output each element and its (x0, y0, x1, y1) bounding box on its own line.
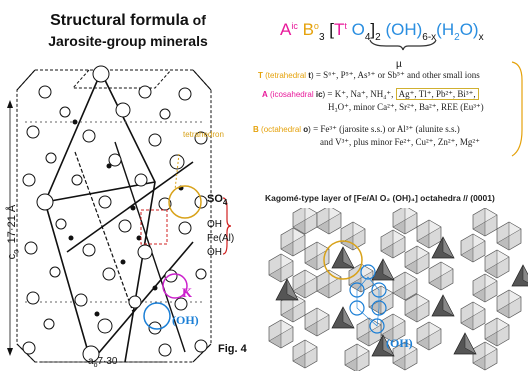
c-axis-value: 17·21 Å (6, 204, 19, 244)
formula-h2o-close: O) (459, 20, 479, 39)
site-a-values-line2: H₃O⁺, minor Ca²⁺, Sr²⁺, Ba²⁺, REE (Eu³⁺) (328, 102, 484, 112)
formula-t-site: T (333, 20, 345, 39)
a-axis-symbol: a (88, 356, 94, 367)
site-b-sym: o (303, 125, 309, 134)
crystal-structure-drawing (7, 65, 232, 363)
site-b-name: octahedral (263, 125, 302, 134)
so4-sub: 4 (222, 198, 228, 208)
formula-h2o-sub: 2 (454, 32, 460, 43)
general-formula: Aic Bo3 [Tt O4]2 (OH)6-x(H2O)x (280, 20, 484, 43)
c-axis-symbol: c (6, 253, 19, 260)
site-b-key: B (253, 125, 259, 134)
site-t-sym: t (308, 71, 311, 80)
formula-x-sub: x (478, 32, 484, 43)
so4-label: SO4 (207, 193, 227, 207)
formula-t-sup: t (344, 21, 347, 31)
site-b-values: = Fe³⁺ (jarosite s.s.) or Al³⁺ (alunite … (313, 124, 460, 134)
c-axis-label: co 17·21 Å (6, 205, 20, 260)
oh-upper-label: OH (207, 219, 222, 230)
crystal-oh-label: (OH) (172, 313, 199, 327)
title-line1-main: Structural formula (50, 12, 189, 29)
right-bracket (511, 61, 523, 157)
title-line2: Jarosite-group minerals (48, 33, 208, 49)
figure-label: Fig. 4 (218, 343, 247, 355)
feal-label: Fe(Al) (207, 233, 235, 244)
formula-h2o-open: (H (436, 20, 455, 39)
tetrahedron-label: tetrahedron (183, 130, 224, 139)
formula-a-sup: ic (291, 21, 298, 31)
a-axis-sub: o (93, 362, 98, 369)
c-axis-sub: o (11, 249, 21, 254)
formula-close-bracket: ] (370, 20, 376, 39)
title-line1-of: of (188, 12, 206, 28)
formula-o4-sub: 4 (364, 32, 371, 43)
formula-underbrace (369, 39, 437, 51)
site-a-values: = K⁺, Na⁺, NH₄⁺, (327, 89, 394, 99)
formula-open-bracket: [ (329, 20, 334, 39)
kagome-oh-label: (OH) (386, 336, 413, 350)
formula-b-sup: o (313, 21, 319, 31)
a-axis-value: 7·30 (97, 356, 118, 367)
a-axis-label: ao7·30 (88, 356, 117, 369)
so4-text: SO (207, 193, 223, 205)
site-a-key: A (262, 90, 268, 99)
formula-o4: O (351, 20, 365, 39)
site-a-boxed-values: Ag⁺, Tl⁺, Pb²⁺, Bi³⁺, (395, 88, 479, 100)
site-t-name: tetrahedral (267, 71, 307, 80)
site-a-name: icosahedral (272, 90, 314, 99)
formula-b-sub: 3 (318, 32, 325, 43)
oh-lower-label: OH (207, 247, 222, 258)
site-t-values: = S⁶⁺, P⁵⁺, As⁵⁺ or Sb⁵⁺ and other small… (315, 70, 480, 80)
formula-mu: µ (396, 46, 402, 70)
site-t-line: T (tetrahedral t) = S⁶⁺, P⁵⁺, As⁵⁺ or Sb… (258, 70, 480, 80)
formula-mu-symbol: µ (396, 59, 402, 70)
site-a-sym: ic (315, 90, 323, 99)
k-label: K (182, 285, 193, 300)
formula-oh: (OH) (385, 20, 423, 39)
formula-oh-sub: 6-x (422, 32, 437, 43)
figure-title: Structural formula of Jarosite-group min… (28, 10, 228, 51)
site-a-line: A (icosahedral ic) = K⁺, Na⁺, NH₄⁺, Ag⁺,… (262, 88, 479, 100)
site-t-key: T (258, 71, 263, 80)
kagome-layer-drawing (268, 208, 528, 371)
site-b-values-line2: and V³⁺, plus minor Fe²⁺, Cu²⁺, Zn²⁺, Mg… (320, 137, 480, 147)
kagome-caption: Kagomé-type layer of [Fe/Al O₂ (OH)₄] oc… (265, 193, 495, 203)
site-b-line: B (octahedral o) = Fe³⁺ (jarosite s.s.) … (253, 124, 460, 134)
formula-close-sub: 2 (375, 32, 381, 43)
formula-a-site: A (280, 20, 292, 39)
formula-b-site: B (302, 20, 314, 39)
